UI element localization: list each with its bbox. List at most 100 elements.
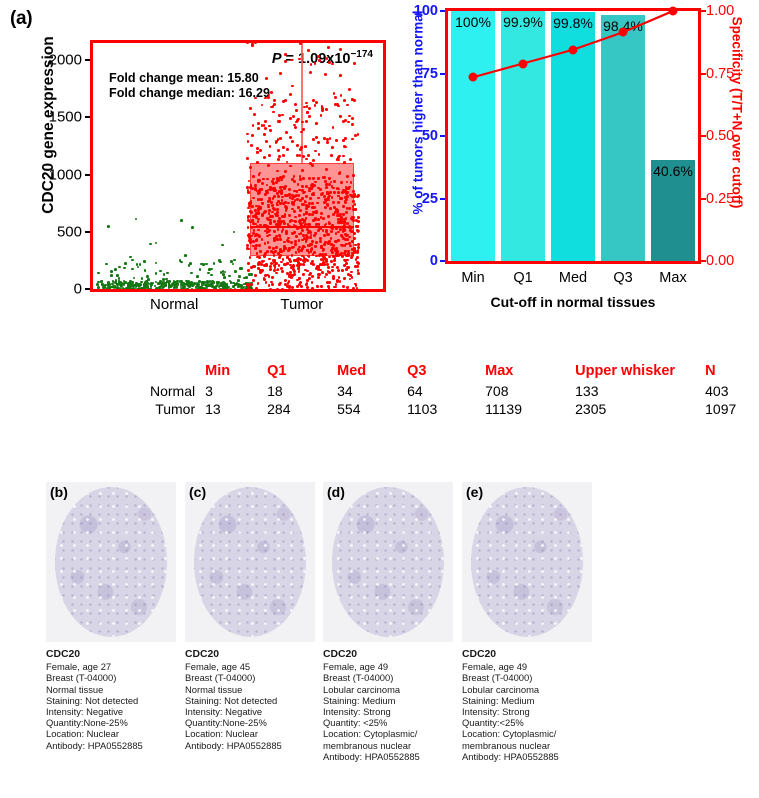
boxplot-data-point: [351, 137, 355, 141]
boxplot-data-point: [345, 194, 349, 198]
boxplot-data-point: [249, 234, 253, 238]
table-cell: 3: [205, 383, 213, 399]
boxplot-data-point: [253, 247, 257, 250]
boxplot-data-point: [332, 186, 335, 190]
boxplot-data-point: [154, 241, 158, 245]
cdc20-expression-boxplot-chart: CDC20 gene expression 0 500 1000 1500 2000 P…: [18, 28, 388, 328]
boxplot-data-point: [266, 203, 270, 207]
boxplot-data-point: [335, 209, 338, 212]
boxplot-data-point: [138, 263, 142, 266]
boxplot-data-point: [270, 200, 273, 204]
boxplot-data-point: [316, 201, 320, 205]
boxplot-data-point: [228, 279, 232, 283]
boxplot-data-point: [288, 93, 292, 97]
boxplot-data-point: [122, 283, 126, 286]
boxplot-data-point: [297, 188, 301, 192]
boxplot-data-point: [345, 180, 349, 184]
boxplot-data-point: [343, 161, 346, 165]
boxplot-data-point: [344, 145, 348, 149]
boxplot-data-point: [293, 180, 296, 183]
boxplot-data-point: [344, 254, 348, 258]
boxplot-data-point: [259, 270, 262, 274]
boxplot-data-point: [217, 285, 221, 289]
boxplot-data-point: [250, 44, 254, 48]
boxplot-data-point: [199, 288, 203, 289]
boxplot-data-point: [247, 284, 251, 288]
boxplot-data-point: [308, 273, 312, 277]
boxplot-data-point: [246, 156, 250, 160]
boxplot-data-point: [339, 221, 343, 224]
boxplot-data-point: [292, 268, 296, 271]
boxplot-data-point: [185, 279, 189, 283]
boxplot-data-point: [271, 203, 275, 207]
boxplot-data-point: [247, 218, 250, 222]
boxplot-data-point: [124, 281, 127, 284]
boxplot-data-point: [158, 286, 162, 289]
boxplot-data-point: [263, 274, 267, 277]
boxplot-data-point: [356, 216, 360, 219]
table-head: Min Q1 Med Q3 Max Upper whisker N: [150, 362, 736, 382]
boxplot-data-point: [353, 193, 357, 197]
boxplot-data-point: [306, 235, 310, 239]
barchart-left-tick-mark: [440, 72, 445, 75]
boxplot-data-point: [328, 177, 331, 181]
boxplot-data-point: [246, 185, 249, 189]
boxplot-data-point: [292, 114, 295, 118]
boxplot-data-point: [139, 283, 142, 286]
boxplot-data-point: [270, 262, 273, 266]
boxplot-data-point: [325, 198, 329, 202]
boxplot-data-point: [351, 219, 355, 222]
boxplot-data-point: [271, 105, 275, 109]
boxplot-data-point: [331, 251, 335, 255]
boxplot-data-point: [149, 285, 153, 288]
boxplot-data-point: [265, 76, 268, 80]
boxplot-data-point: [278, 256, 281, 259]
boxplot-data-point: [314, 218, 318, 222]
boxplot-data-point: [297, 205, 300, 209]
caption-line: Location: Cytoplasmic/: [323, 728, 418, 740]
boxplot-data-point: [175, 285, 178, 289]
boxplot-data-point: [278, 154, 282, 158]
boxplot-data-point: [277, 158, 280, 161]
boxplot-data-point: [222, 281, 225, 284]
boxplot-data-point: [245, 244, 249, 248]
boxplot-data-point: [208, 288, 212, 289]
boxplot-data-point: [324, 200, 328, 204]
boxplot-median-tumor: [249, 225, 354, 228]
boxplot-data-point: [299, 281, 303, 284]
boxplot-data-point: [352, 287, 356, 289]
table-col-header: Upper whisker: [575, 363, 676, 379]
boxplot-data-point: [258, 244, 262, 247]
boxplot-data-point: [268, 246, 272, 249]
boxplot-data-point: [292, 263, 295, 267]
boxplot-data-point: [241, 288, 245, 289]
boxplot-data-point: [100, 288, 103, 289]
barchart-bars-and-line: 100% 99.9% 99.8% 98.4% 40.6%: [448, 6, 698, 261]
boxplot-data-point: [259, 148, 262, 152]
table-cell: 133: [575, 383, 599, 399]
boxplot-data-point: [306, 153, 310, 157]
boxplot-data-point: [342, 227, 346, 230]
boxplot-data-point: [154, 261, 158, 265]
boxplot-data-point: [320, 105, 324, 108]
boxplot-data-point: [256, 282, 260, 286]
boxplot-data-point: [274, 250, 277, 254]
caption-line: Female, age 45: [185, 661, 251, 673]
caption-line: membranous nuclear: [462, 739, 551, 751]
barchart-right-tick-label: 0.25: [706, 190, 735, 207]
boxplot-data-point: [343, 220, 346, 223]
boxplot-data-point: [313, 183, 317, 187]
boxplot-data-point: [135, 283, 138, 287]
boxplot-data-point: [342, 189, 346, 193]
boxplot-data-point: [124, 262, 127, 265]
boxplot-data-point: [196, 275, 199, 278]
boxplot-data-point: [345, 191, 349, 194]
tissue-core-image: [332, 487, 444, 637]
boxplot-data-point: [338, 47, 342, 51]
boxplot-data-point: [317, 152, 321, 156]
boxplot-data-point: [266, 216, 270, 220]
barchart-right-tick-label: 0.50: [706, 128, 735, 144]
boxplot-data-point: [315, 136, 319, 140]
boxplot-data-point: [239, 266, 243, 270]
boxplot-data-point: [117, 279, 121, 283]
